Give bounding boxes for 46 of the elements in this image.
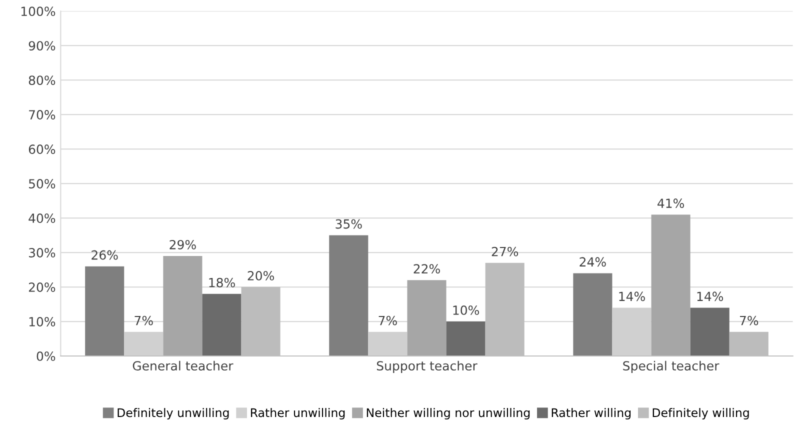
bar xyxy=(202,294,242,356)
y-tick-label: 10% xyxy=(29,316,56,326)
y-tick-label: 0% xyxy=(36,351,56,361)
text: 10% xyxy=(453,305,479,315)
bar xyxy=(651,214,690,356)
legend-label: Rather willing xyxy=(552,408,631,420)
bar xyxy=(573,273,612,356)
bar xyxy=(124,332,164,356)
y-tick-label: 70% xyxy=(29,110,56,120)
bar xyxy=(612,308,652,356)
y-tick-label: 90% xyxy=(28,41,56,51)
legend-label: Definitely willing xyxy=(652,408,749,420)
bar xyxy=(329,235,368,356)
y-tick-label: 50% xyxy=(28,179,56,188)
text: 41% xyxy=(658,198,684,208)
y-tick-label: 20% xyxy=(28,282,56,292)
bar xyxy=(85,266,124,356)
y-tick-label: 40% xyxy=(28,214,56,223)
y-tick-label: 100% xyxy=(21,6,56,16)
bar xyxy=(690,308,730,356)
text: 27% xyxy=(492,246,518,256)
text: 29% xyxy=(170,240,196,250)
y-tick-label: 30% xyxy=(28,248,56,258)
text: 26% xyxy=(92,250,118,260)
text: 18% xyxy=(209,278,235,288)
text: 7% xyxy=(378,316,397,326)
y-tick-label: 80% xyxy=(28,76,56,86)
text: 14% xyxy=(619,292,645,302)
text: 22% xyxy=(414,264,440,274)
text: 24% xyxy=(580,257,606,267)
bar xyxy=(407,280,446,356)
legend-label: Neither willing nor unwilling xyxy=(366,408,530,420)
bar xyxy=(163,256,202,356)
text: 35% xyxy=(336,219,362,229)
text: 7% xyxy=(740,316,758,326)
bar xyxy=(368,332,408,356)
x-tick-label: Support teacher xyxy=(376,360,478,373)
x-tick-label: Special teacher xyxy=(623,360,720,373)
text: 20% xyxy=(248,270,274,280)
legend-label: Rather unwilling xyxy=(250,408,345,420)
bar xyxy=(446,322,486,356)
text: 7% xyxy=(134,316,153,326)
legend-label: Definitely unwilling xyxy=(118,408,229,420)
text: 14% xyxy=(697,292,724,302)
y-tick-label: 60% xyxy=(28,144,56,154)
x-tick-label: General teacher xyxy=(132,360,234,371)
